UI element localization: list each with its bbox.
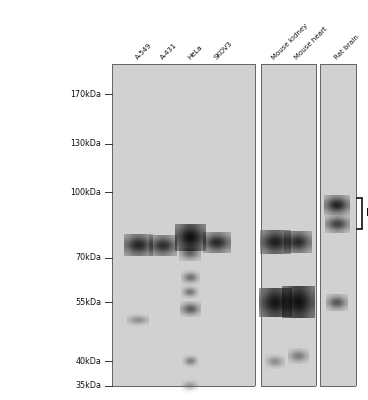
Text: SKOV3: SKOV3 <box>213 40 233 61</box>
Text: 100kDa: 100kDa <box>70 188 101 196</box>
Text: HeLa: HeLa <box>186 44 203 61</box>
Text: NF2: NF2 <box>366 208 368 218</box>
Text: 170kDa: 170kDa <box>70 90 101 98</box>
Text: 130kDa: 130kDa <box>70 139 101 148</box>
Text: 35kDa: 35kDa <box>75 382 101 390</box>
Text: Mouse kidney: Mouse kidney <box>271 22 309 61</box>
Text: 55kDa: 55kDa <box>75 298 101 307</box>
Text: Rat brain: Rat brain <box>333 34 360 61</box>
Text: A-431: A-431 <box>159 42 178 61</box>
Text: 70kDa: 70kDa <box>75 254 101 262</box>
Text: Mouse heart: Mouse heart <box>294 26 329 61</box>
Text: 40kDa: 40kDa <box>75 357 101 366</box>
Text: A-549: A-549 <box>134 42 153 61</box>
